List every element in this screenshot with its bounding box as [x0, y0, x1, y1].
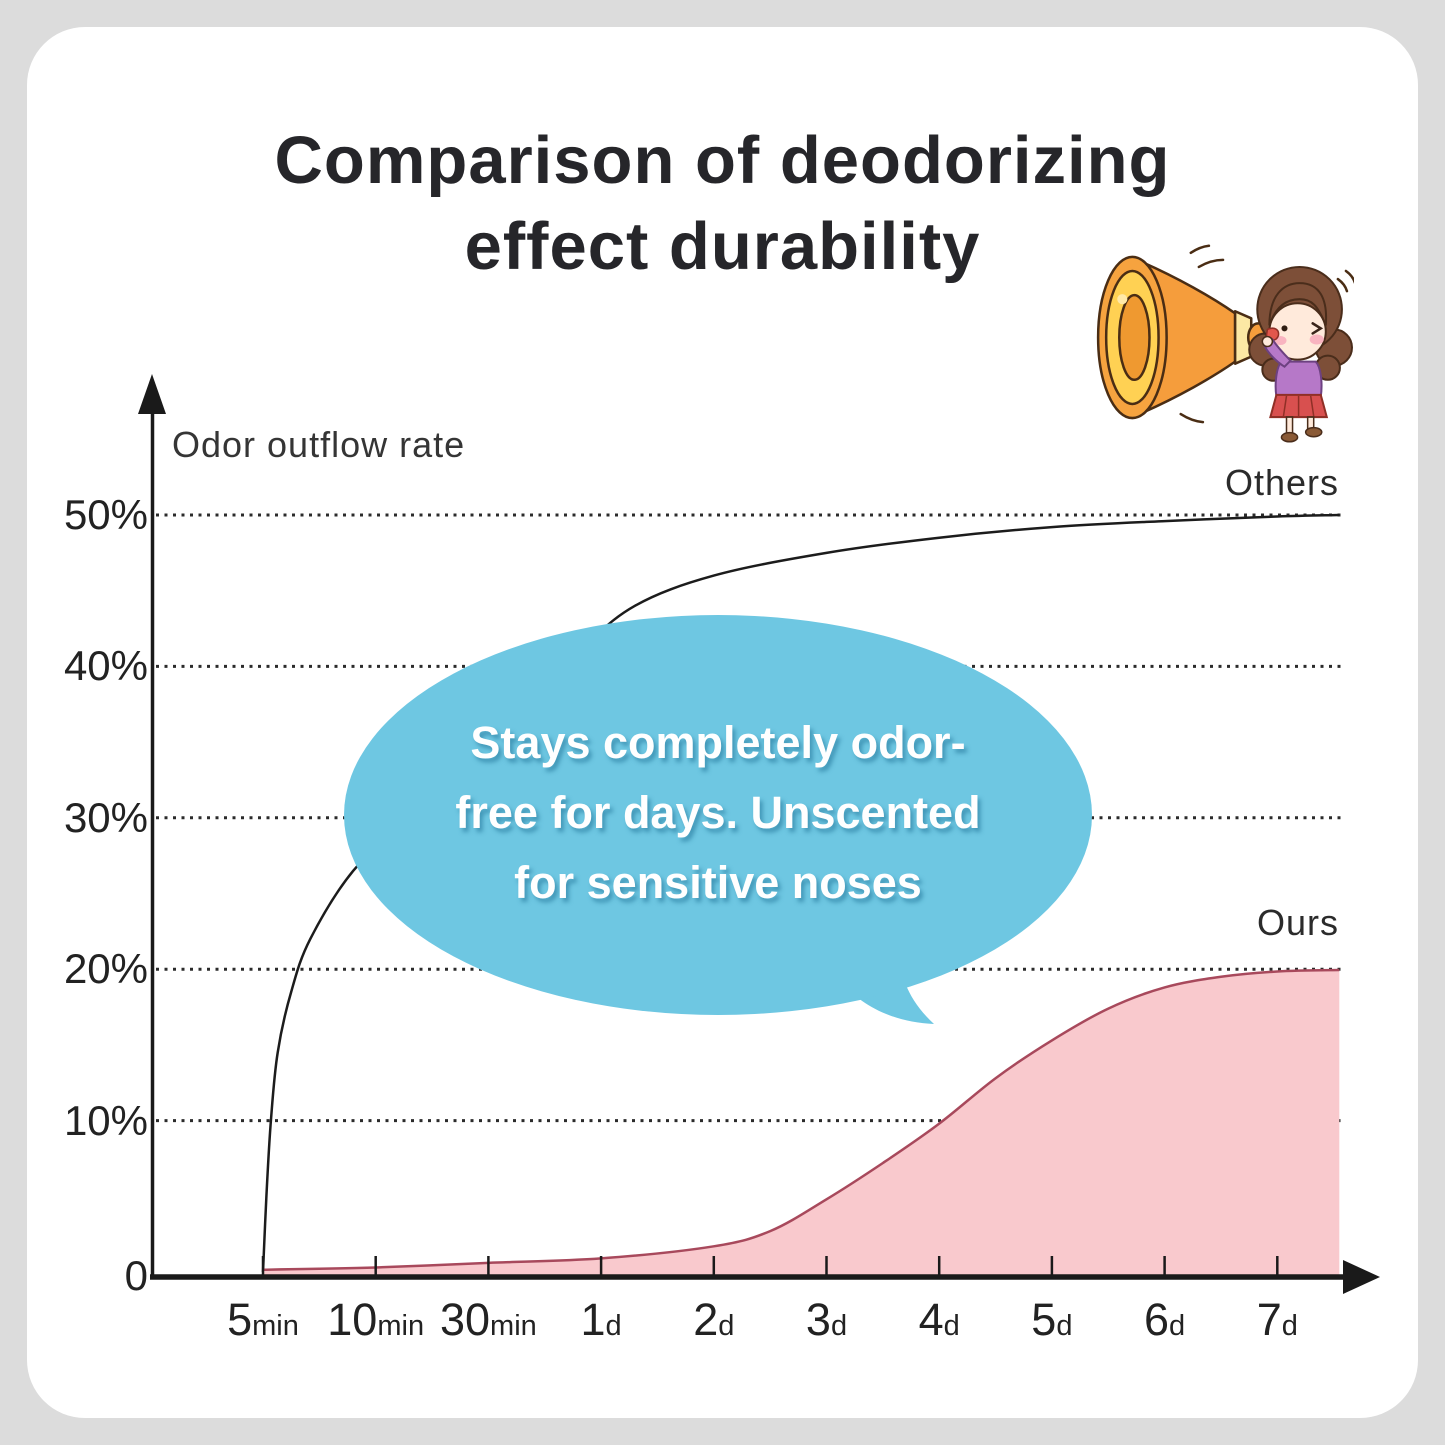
x-tick-value: 7 — [1256, 1294, 1282, 1345]
y-tick-label-10: 10% — [63, 1096, 148, 1144]
y-tick-label-40: 40% — [63, 642, 148, 690]
page-title-line2: effect durability — [464, 209, 981, 284]
x-tick-value: 10 — [327, 1294, 378, 1345]
x-tick-value: 5 — [1031, 1294, 1057, 1345]
ours-area — [263, 970, 1340, 1276]
x-tick-unit: d — [718, 1310, 735, 1342]
x-tick-value: 6 — [1144, 1294, 1170, 1345]
speech-bubble — [344, 615, 1092, 1024]
girl-shoe — [1280, 431, 1299, 443]
speech-bubble-text: Stays completely odor- free for days. Un… — [398, 708, 1038, 918]
girl-eye — [1281, 325, 1288, 332]
girl — [1248, 265, 1353, 443]
x-tick-unit: d — [605, 1310, 622, 1342]
x-tick-label-4d: 4d — [864, 1294, 1014, 1346]
x-axis-arrow-icon — [1343, 1260, 1380, 1294]
page-title-line1: Comparison of deodorizing — [274, 123, 1171, 198]
girl-shoe — [1304, 426, 1323, 438]
x-tick-marks — [261, 1256, 1279, 1275]
x-tick-value: 30 — [439, 1294, 491, 1345]
speech-bubble-line: free for days. Unscented — [455, 787, 981, 838]
y-tick-label-0: 0 — [124, 1252, 148, 1299]
girl-blush — [1309, 334, 1324, 345]
speech-bubble-line: Stays completely odor- — [470, 717, 966, 768]
x-tick-unit: min — [377, 1310, 425, 1342]
x-tick-unit: min — [252, 1310, 299, 1342]
x-tick-label-5min: 5min — [188, 1294, 338, 1346]
x-tick-unit: d — [1169, 1310, 1186, 1342]
girl-wink-eye — [1311, 322, 1324, 335]
x-tick-value: 2 — [693, 1294, 719, 1345]
x-tick-label-7d: 7d — [1202, 1294, 1352, 1346]
x-tick-unit: d — [1056, 1310, 1073, 1342]
x-tick-label-1d: 1d — [526, 1294, 676, 1346]
speech-bubble-body — [344, 615, 1092, 1015]
axes — [150, 392, 1352, 1280]
x-tick-label-2d: 2d — [639, 1294, 789, 1346]
girl-leg — [1285, 416, 1294, 435]
x-tick-unit: d — [1281, 1310, 1298, 1342]
y-axis-title: Odor outflow rate — [172, 424, 466, 465]
girl-hand — [1261, 335, 1274, 348]
megaphone-girl-illustration — [1096, 244, 1354, 443]
series-label-others: Others — [1224, 462, 1340, 503]
x-tick-label-5d: 5d — [977, 1294, 1127, 1346]
x-tick-value: 1 — [580, 1294, 606, 1345]
girl-sweater — [1274, 360, 1323, 398]
motion-lines — [1179, 244, 1354, 424]
series-label-ours: Ours — [1256, 902, 1339, 943]
girl-bangs — [1268, 282, 1328, 326]
x-tick-label-6d: 6d — [1090, 1294, 1240, 1346]
speech-bubble-line: for sensitive noses — [514, 857, 922, 908]
x-tick-unit: d — [830, 1310, 848, 1342]
x-tick-value: 4 — [918, 1294, 944, 1345]
y-tick-label-20: 20% — [63, 945, 148, 993]
page-title: Comparison of deodorizing effect durabil… — [0, 118, 1445, 290]
y-tick-label-50: 50% — [63, 491, 148, 538]
y-tick-label-30: 30% — [63, 793, 148, 841]
x-tick-value: 3 — [805, 1294, 831, 1345]
x-tick-label-30min: 30min — [413, 1294, 563, 1346]
x-tick-unit: d — [943, 1310, 960, 1342]
x-tick-unit: min — [490, 1310, 537, 1342]
megaphone-icon — [1096, 255, 1270, 420]
y-axis-arrow-icon — [138, 374, 166, 414]
x-tick-value: 5 — [227, 1294, 253, 1345]
x-tick-label-10min: 10min — [301, 1294, 451, 1346]
x-tick-label-3d: 3d — [752, 1294, 902, 1346]
ours-curve — [262, 968, 1340, 1271]
